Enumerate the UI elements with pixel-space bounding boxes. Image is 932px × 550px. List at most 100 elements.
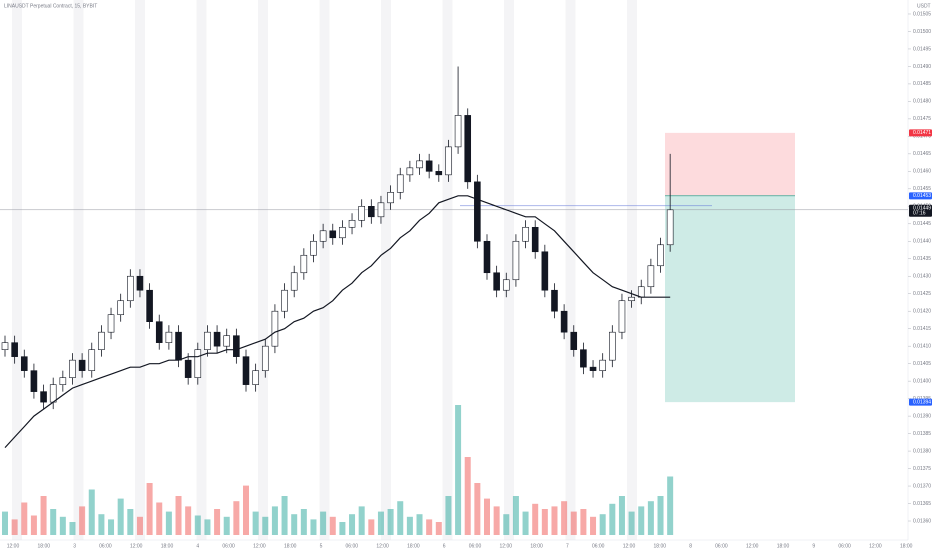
candle-body [146,289,153,322]
candle-body [271,310,279,347]
session-band [73,0,84,540]
candle-body [589,366,597,371]
candle-body [551,289,558,312]
x-tick-label: 06:00 [222,543,235,549]
y-tick-label: 0.01460 [913,169,931,175]
candle-body [319,230,327,242]
candle-body [339,226,346,239]
candle-body [502,279,510,291]
x-tick-label: 12:00 [869,543,882,549]
y-tick-label: 0.01455 [913,186,931,192]
candle-body [599,359,606,371]
volume-bar [127,509,134,535]
x-tick-label: 12:00 [253,543,266,549]
volume-bar [628,511,635,535]
candle-body [435,171,443,176]
volume-bar [464,457,471,535]
volume-bar [551,506,558,535]
x-tick-label: 18:00 [654,543,667,549]
candle-body [223,335,231,347]
y-tick-label: 0.01495 [913,46,931,52]
y-tick-label: 0.01430 [913,274,931,280]
volume-bar [281,496,288,535]
volume-bar [11,519,18,535]
y-tick-label: 0.01505 [913,11,931,17]
volume-bar [474,483,481,535]
candle-body [20,356,28,371]
volume-bar [406,516,413,535]
volume-bar [21,502,28,535]
x-tick-label: 12:00 [7,543,20,549]
volume-bar [233,501,240,535]
volume-bar [599,514,606,535]
target-label-bg [909,398,932,406]
x-tick-label: 9 [812,543,815,549]
y-tick-label: 0.01440 [913,239,931,245]
y-tick-label: 0.01365 [913,501,931,507]
volume-bar [397,501,404,535]
x-tick-label: 18:00 [777,543,790,549]
y-tick-label: 0.01420 [913,309,931,315]
candle-body [310,240,317,256]
candle-body [242,356,250,385]
entry-label-bg [909,192,932,200]
x-tick-label: 4 [196,543,199,549]
candle-body [348,219,356,228]
x-tick-label: 18:00 [407,543,420,549]
last-price-label: 0.01449 [913,206,931,212]
volume-bar [503,514,510,535]
volume-bar [243,485,249,535]
x-tick-label: 06:00 [592,543,605,549]
volume-bar [532,503,539,535]
candle-body [657,244,664,267]
candle-body [560,310,568,333]
volume-bar [252,511,259,535]
candle-body [637,286,645,298]
x-tick-label: 18:00 [530,543,543,549]
volume-bar [358,506,365,535]
stop-label: 0.01471 [913,130,931,136]
target-zone [665,195,795,403]
volume-bar [609,503,616,535]
chart-title: LINAUSDT Perpetual Contract, 15, BYBIT [4,3,97,9]
x-tick-label: 18:00 [284,543,297,549]
volume-bar [310,519,317,535]
last-price-bg [909,204,932,217]
entry-label: 0.01453 [913,193,931,199]
y-tick-label: 0.01370 [913,483,931,489]
volume-bar [69,522,76,535]
volume-bar [339,522,346,535]
candle-body [483,240,491,274]
countdown-label: 07:16 [913,211,926,217]
volume-bar [204,519,211,535]
candle-body [358,206,365,221]
volume-bar [484,498,490,535]
candle-body [175,331,182,361]
volume-bar [349,514,356,535]
candle-body [1,342,9,350]
candle-body [11,342,18,357]
x-tick-label: 3 [73,543,76,549]
candle-body [107,314,115,333]
y-tick-label: 0.01425 [913,291,931,297]
y-tick-label: 0.01380 [913,448,931,454]
session-band [627,0,637,540]
x-tick-label: 12:00 [746,543,759,549]
y-tick-label: 0.01410 [913,344,931,350]
volume-bar [618,496,625,535]
volume-bar [30,515,37,535]
session-band [504,0,514,540]
session-band [12,0,22,540]
x-tick-label: 12:00 [623,543,636,549]
x-tick-label: 12:00 [376,543,389,549]
x-tick-label: 7 [566,543,569,549]
volume-bar [165,511,172,535]
x-tick-label: 06:00 [99,543,112,549]
candle-body [281,289,288,312]
volume-bar [580,509,587,535]
candle-body [165,331,173,343]
y-tick-label: 0.01485 [913,81,931,87]
candle-body [69,359,76,378]
candle-body [531,226,539,253]
